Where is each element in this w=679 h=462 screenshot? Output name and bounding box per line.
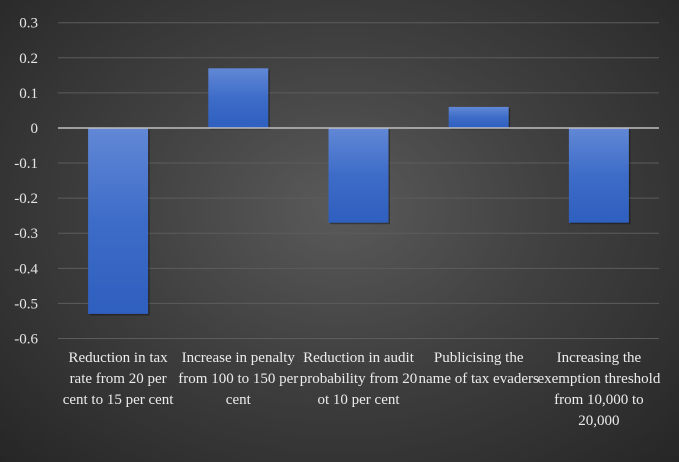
x-category-label: Reduction in tax rate from 20 per cent t… (62, 350, 174, 408)
x-category-label: Publicising the name of tax evaders (418, 350, 539, 387)
x-category-label: Increase in penalty from 100 to 150 per … (178, 350, 299, 408)
bar (568, 127, 629, 223)
x-category-label: Increasing the exemption threshold from … (537, 350, 661, 429)
bar (448, 106, 509, 128)
y-tick-label: -0.4 (14, 261, 38, 277)
y-tick-label: 0.3 (19, 16, 38, 32)
y-tick-label: -0.2 (14, 191, 38, 207)
y-tick-label: 0.1 (19, 86, 38, 102)
bar (328, 127, 389, 223)
y-tick-label: -0.5 (14, 296, 38, 312)
y-tick-label: -0.6 (14, 332, 38, 348)
y-tick-label: -0.1 (14, 156, 38, 172)
y-tick-label: 0 (31, 121, 39, 137)
y-tick-label: 0.2 (19, 51, 38, 67)
bar (208, 68, 269, 128)
bar (88, 127, 149, 314)
y-tick-label: -0.3 (14, 226, 38, 242)
x-category-label: Reduction in audit probability from 20 o… (299, 350, 418, 408)
